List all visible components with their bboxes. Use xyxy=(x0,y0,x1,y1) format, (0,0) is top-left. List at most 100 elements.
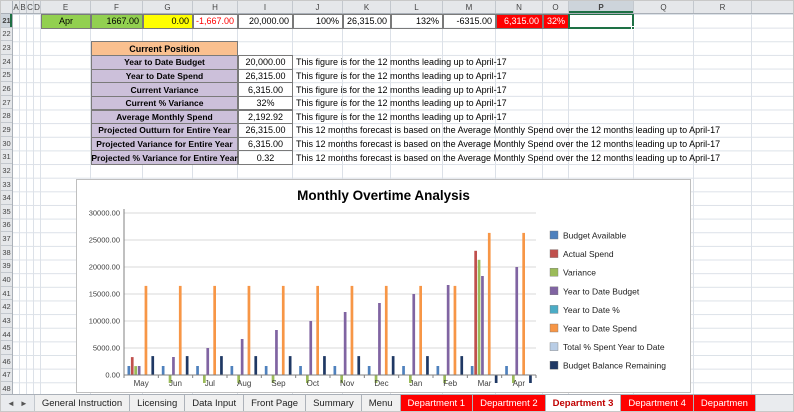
cell-M21[interactable]: -6315.00 xyxy=(443,14,496,29)
row-header-47[interactable]: 47 xyxy=(1,369,12,383)
cell-I30[interactable]: 6,315.00 xyxy=(238,136,293,152)
row-header-29[interactable]: 29 xyxy=(1,123,12,137)
row-header-33[interactable]: 33 xyxy=(1,178,12,192)
cell-F31[interactable]: Projected % Variance for Entire Year xyxy=(91,150,238,166)
column-header-O[interactable]: O xyxy=(543,1,569,13)
row-header-23[interactable]: 23 xyxy=(1,41,12,55)
column-header-R[interactable]: R xyxy=(694,1,752,13)
column-header-K[interactable]: K xyxy=(343,1,391,13)
tab-scroll-right-icon[interactable]: ► xyxy=(19,398,28,408)
cell-J29[interactable]: This 12 months forecast is based on the … xyxy=(296,125,721,136)
column-header-M[interactable]: M xyxy=(443,1,496,13)
cell-N21[interactable]: 6,315.00 xyxy=(496,14,543,29)
column-header-J[interactable]: J xyxy=(293,1,343,13)
row-header-35[interactable]: 35 xyxy=(1,205,12,219)
fill-handle[interactable] xyxy=(631,25,635,30)
column-header-L[interactable]: L xyxy=(391,1,443,13)
cell-I28[interactable]: 2,192.92 xyxy=(238,109,293,125)
sheet-tab-summary[interactable]: Summary xyxy=(306,395,362,411)
sheet-tab-data-input[interactable]: Data Input xyxy=(185,395,245,411)
sheet-tab-departmen[interactable]: Departmen xyxy=(693,395,756,411)
cell-F24[interactable]: Year to Date Budget xyxy=(91,54,238,70)
row-header-27[interactable]: 27 xyxy=(1,96,12,110)
column-header-H[interactable]: H xyxy=(193,1,238,13)
tab-scroll-left-icon[interactable]: ◄ xyxy=(7,398,15,408)
column-header-I[interactable]: I xyxy=(238,1,293,13)
column-header-F[interactable]: F xyxy=(91,1,143,13)
column-header-A[interactable]: A xyxy=(13,1,20,13)
cell-I21[interactable]: 20,000.00 xyxy=(238,14,293,29)
row-header-45[interactable]: 45 xyxy=(1,341,12,356)
column-header-C[interactable]: C xyxy=(27,1,34,13)
row-header-22[interactable]: 22 xyxy=(1,28,12,42)
cell-I24[interactable]: 20,000.00 xyxy=(238,54,293,70)
cell-E21[interactable]: Apr xyxy=(41,14,91,29)
cell-J27[interactable]: This figure is for the 12 months leading… xyxy=(296,98,507,109)
row-header-25[interactable]: 25 xyxy=(1,69,12,83)
row-header-32[interactable]: 32 xyxy=(1,164,12,178)
cell-J31[interactable]: This 12 months forecast is based on the … xyxy=(296,152,721,163)
sheet-tab-menu[interactable]: Menu xyxy=(361,395,401,411)
cell-F21[interactable]: 1667.00 xyxy=(91,14,143,29)
row-header-24[interactable]: 24 xyxy=(1,55,12,69)
cell-F29[interactable]: Projected Outturn for Entire Year xyxy=(91,123,238,138)
row-header-38[interactable]: 38 xyxy=(1,246,12,260)
cell-H21[interactable]: -1,667.00 xyxy=(193,14,238,29)
cell-O21[interactable]: 32% xyxy=(543,14,569,29)
sheet-tab-front-page[interactable]: Front Page xyxy=(244,395,307,411)
cell-I25[interactable]: 26,315.00 xyxy=(238,68,293,84)
row-header-43[interactable]: 43 xyxy=(1,314,12,328)
column-header-D[interactable]: D xyxy=(34,1,41,13)
row-header-28[interactable]: 28 xyxy=(1,109,12,124)
cell-F28[interactable]: Average Monthly Spend xyxy=(91,109,238,125)
row-header-44[interactable]: 44 xyxy=(1,328,12,342)
row-header-46[interactable]: 46 xyxy=(1,355,12,369)
cell-F27[interactable]: Current % Variance xyxy=(91,95,238,111)
cell-J28[interactable]: This figure is for the 12 months leading… xyxy=(296,111,507,122)
row-header-39[interactable]: 39 xyxy=(1,260,12,274)
active-cell-selection[interactable] xyxy=(568,14,635,30)
row-header-31[interactable]: 31 xyxy=(1,150,12,165)
cell-J21[interactable]: 100% xyxy=(293,14,343,29)
row-header-41[interactable]: 41 xyxy=(1,287,12,301)
sheet-grid[interactable]: Monthly Overtime Analysis 0.00 5000.00 1000… xyxy=(13,14,793,396)
sheet-tab-department-3[interactable]: Department 3 xyxy=(545,395,622,411)
sheet-tab-licensing[interactable]: Licensing xyxy=(130,395,186,411)
column-header-E[interactable]: E xyxy=(41,1,91,13)
cell-I27[interactable]: 32% xyxy=(238,95,293,111)
sheet-tab-department-4[interactable]: Department 4 xyxy=(621,395,694,411)
cell-F26[interactable]: Current Variance xyxy=(91,82,238,97)
row-header-40[interactable]: 40 xyxy=(1,273,12,287)
row-header-34[interactable]: 34 xyxy=(1,191,12,205)
row-header-42[interactable]: 42 xyxy=(1,300,12,315)
cell-K21[interactable]: 26,315.00 xyxy=(343,14,391,29)
column-header-Q[interactable]: Q xyxy=(634,1,694,13)
cell-G21[interactable]: 0.00 xyxy=(143,14,193,29)
sheet-tab-general-instruction[interactable]: General Instruction xyxy=(34,395,131,411)
cell-J26[interactable]: This figure is for the 12 months leading… xyxy=(296,84,507,95)
cell-F25[interactable]: Year to Date Spend xyxy=(91,68,238,84)
cell-F23[interactable]: Current Position xyxy=(91,41,238,56)
column-header-blank[interactable] xyxy=(752,1,793,13)
sheet-tab-department-1[interactable]: Department 1 xyxy=(400,395,474,411)
column-header-G[interactable]: G xyxy=(143,1,193,13)
column-header-P[interactable]: P xyxy=(569,1,634,13)
cell-F30[interactable]: Projected Variance for Entire Year xyxy=(91,136,238,152)
cell-L21[interactable]: 132% xyxy=(391,14,443,29)
column-header-B[interactable]: B xyxy=(20,1,27,13)
overtime-chart[interactable]: Monthly Overtime Analysis 0.00 5000.00 1000… xyxy=(76,179,691,393)
row-header-30[interactable]: 30 xyxy=(1,137,12,151)
cell-J25[interactable]: This figure is for the 12 months leading… xyxy=(296,70,507,81)
row-header-36[interactable]: 36 xyxy=(1,219,12,233)
cell-J24[interactable]: This figure is for the 12 months leading… xyxy=(296,57,507,68)
row-header-37[interactable]: 37 xyxy=(1,232,12,246)
select-all-button[interactable] xyxy=(1,1,13,14)
cell-J30[interactable]: This 12 months forecast is based on the … xyxy=(296,139,721,150)
sheet-tab-department-2[interactable]: Department 2 xyxy=(473,395,546,411)
cell-I31[interactable]: 0.32 xyxy=(238,150,293,166)
row-header-26[interactable]: 26 xyxy=(1,82,12,96)
column-header-N[interactable]: N xyxy=(496,1,543,13)
row-header-21[interactable]: 21 xyxy=(1,14,12,28)
cell-I26[interactable]: 6,315.00 xyxy=(238,82,293,97)
cell-I29[interactable]: 26,315.00 xyxy=(238,123,293,138)
